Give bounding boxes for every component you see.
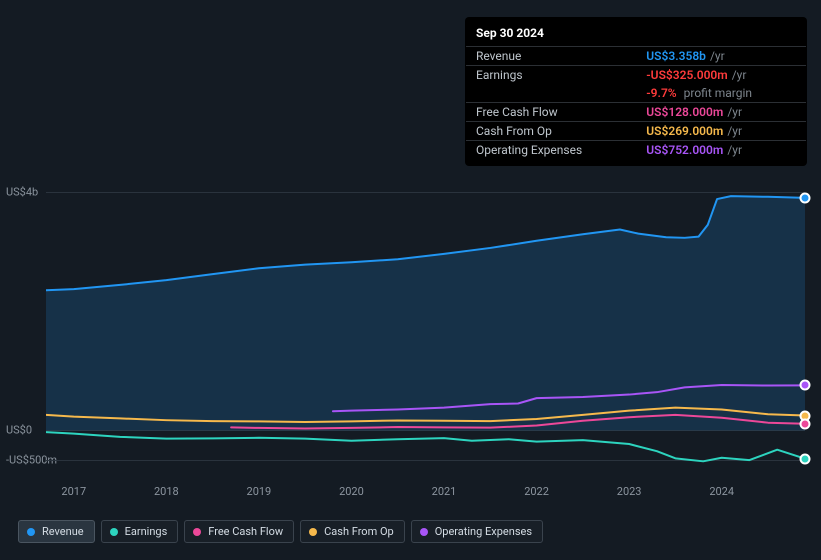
end-marker-op_expenses bbox=[800, 380, 811, 391]
tooltip-row-value: US$269.000m/yr bbox=[636, 122, 806, 141]
tooltip-row-value: US$128.000m/yr bbox=[636, 103, 806, 122]
tooltip-row-label: Revenue bbox=[466, 47, 636, 66]
tooltip-row: Free Cash FlowUS$128.000m/yr bbox=[466, 103, 806, 122]
legend-swatch-icon bbox=[420, 528, 428, 536]
x-tick-label: 2022 bbox=[524, 485, 549, 498]
end-marker-revenue bbox=[800, 192, 811, 203]
tooltip-row-label: Cash From Op bbox=[466, 122, 636, 141]
x-tick-label: 2019 bbox=[247, 485, 272, 498]
chart-legend: Revenue Earnings Free Cash Flow Cash From O… bbox=[18, 520, 543, 543]
legend-label: Earnings bbox=[125, 525, 168, 538]
legend-swatch-icon bbox=[110, 528, 118, 536]
legend-item-free_cash_flow[interactable]: Free Cash Flow bbox=[184, 520, 294, 543]
legend-label: Operating Expenses bbox=[435, 525, 532, 538]
tooltip-row-label: Operating Expenses bbox=[466, 141, 636, 160]
series-line-earnings bbox=[46, 432, 805, 461]
x-tick-label: 2023 bbox=[617, 485, 642, 498]
series-fill-revenue bbox=[46, 196, 805, 430]
tooltip-table: RevenueUS$3.358b/yrEarnings-US$325.000m/… bbox=[466, 46, 806, 159]
data-tooltip: Sep 30 2024 RevenueUS$3.358b/yrEarnings-… bbox=[466, 18, 806, 165]
tooltip-row: Operating ExpensesUS$752.000m/yr bbox=[466, 141, 806, 160]
tooltip-row: Earnings-US$325.000m/yr bbox=[466, 66, 806, 85]
x-tick-label: 2018 bbox=[154, 485, 179, 498]
x-tick-label: 2017 bbox=[61, 485, 86, 498]
tooltip-row-label: Earnings bbox=[466, 66, 636, 85]
legend-label: Free Cash Flow bbox=[208, 525, 283, 538]
legend-item-earnings[interactable]: Earnings bbox=[101, 520, 179, 543]
legend-item-op_expenses[interactable]: Operating Expenses bbox=[411, 520, 543, 543]
x-tick-label: 2020 bbox=[339, 485, 364, 498]
financials-chart: US$4bUS$0-US$500m 2017201820192020202120… bbox=[0, 0, 821, 560]
tooltip-row-value: US$3.358b/yr bbox=[636, 47, 806, 66]
legend-swatch-icon bbox=[27, 528, 35, 536]
tooltip-row-value: -US$325.000m/yr bbox=[636, 66, 806, 85]
legend-label: Revenue bbox=[42, 525, 84, 538]
legend-item-revenue[interactable]: Revenue bbox=[18, 520, 95, 543]
x-tick-label: 2021 bbox=[432, 485, 457, 498]
legend-item-cash_from_op[interactable]: Cash From Op bbox=[300, 520, 405, 543]
end-marker-free_cash_flow bbox=[800, 418, 811, 429]
tooltip-row-sub: -9.7% profit margin bbox=[466, 84, 806, 103]
tooltip-title: Sep 30 2024 bbox=[466, 26, 806, 46]
tooltip-row-value: US$752.000m/yr bbox=[636, 141, 806, 160]
legend-swatch-icon bbox=[193, 528, 201, 536]
legend-swatch-icon bbox=[309, 528, 317, 536]
end-marker-earnings bbox=[800, 453, 811, 464]
tooltip-row-label: Free Cash Flow bbox=[466, 103, 636, 122]
tooltip-row: Cash From OpUS$269.000m/yr bbox=[466, 122, 806, 141]
legend-label: Cash From Op bbox=[324, 525, 394, 538]
x-tick-label: 2024 bbox=[709, 485, 734, 498]
tooltip-row: RevenueUS$3.358b/yr bbox=[466, 47, 806, 66]
